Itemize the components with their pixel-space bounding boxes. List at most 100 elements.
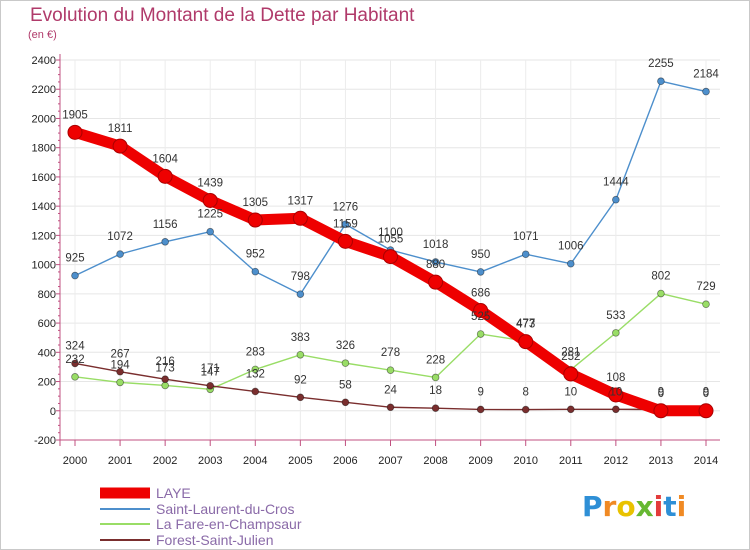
data-point xyxy=(702,87,710,96)
data-point xyxy=(386,366,395,374)
data-point xyxy=(161,375,169,384)
data-point xyxy=(521,250,530,259)
data-point xyxy=(341,220,350,229)
data-label: 1905 xyxy=(62,109,88,121)
data-point xyxy=(431,373,440,382)
data-label: 326 xyxy=(336,340,355,352)
x-tick-label: 2000 xyxy=(63,455,87,467)
data-point xyxy=(247,212,263,228)
data-label: 798 xyxy=(291,271,310,283)
data-label: 880 xyxy=(426,259,445,271)
proxiti-logo: Proxiti xyxy=(582,490,686,523)
data-point xyxy=(612,405,620,414)
data-point xyxy=(431,404,440,412)
y-tick-label: 1200 xyxy=(32,230,56,242)
data-point xyxy=(116,367,124,376)
data-point xyxy=(206,381,215,390)
data-label: 9 xyxy=(658,386,664,398)
data-point xyxy=(476,330,485,338)
data-label: 950 xyxy=(471,249,490,261)
x-tick-label: 2013 xyxy=(649,455,673,467)
y-tick-label: 200 xyxy=(38,377,56,389)
data-label: 216 xyxy=(156,356,175,368)
y-tick-label: -200 xyxy=(34,435,56,447)
data-label: 281 xyxy=(561,347,580,359)
x-tick-label: 2002 xyxy=(153,455,177,467)
data-label: 2184 xyxy=(693,69,719,81)
data-point xyxy=(341,398,350,407)
data-point xyxy=(476,405,485,414)
data-point xyxy=(296,290,305,298)
data-point xyxy=(563,366,579,382)
x-tick-label: 2003 xyxy=(198,455,222,467)
data-point xyxy=(657,77,665,85)
data-point xyxy=(71,373,79,381)
data-point xyxy=(566,259,575,268)
x-tick-label: 2009 xyxy=(468,455,492,467)
data-label: 533 xyxy=(606,310,625,322)
data-label: 173 xyxy=(156,362,175,374)
data-label: 1055 xyxy=(378,234,404,246)
data-point xyxy=(518,334,534,350)
data-label: 10 xyxy=(564,386,577,398)
x-tick-label: 2006 xyxy=(333,455,357,467)
data-label: 232 xyxy=(65,354,84,366)
x-tick-label: 2007 xyxy=(378,455,402,467)
data-point xyxy=(161,381,169,390)
data-label: 92 xyxy=(294,374,307,386)
x-tick-label: 2005 xyxy=(288,455,312,467)
data-label: 1276 xyxy=(333,201,359,213)
data-point xyxy=(202,192,218,208)
y-tick-label: 1600 xyxy=(32,172,56,184)
data-point xyxy=(386,403,395,412)
data-label: 147 xyxy=(201,366,220,378)
data-label: 267 xyxy=(110,349,129,361)
data-point xyxy=(476,268,485,276)
y-tick-label: 2400 xyxy=(32,55,56,67)
data-label: 252 xyxy=(561,351,580,363)
y-tick-label: 800 xyxy=(38,289,56,301)
data-label: 1604 xyxy=(152,153,178,165)
data-label: 24 xyxy=(384,384,397,396)
data-label: 473 xyxy=(516,319,535,331)
data-label: 2255 xyxy=(648,58,674,70)
data-point xyxy=(206,227,215,236)
data-label: 9 xyxy=(477,386,483,398)
data-point xyxy=(292,210,308,226)
data-point xyxy=(521,405,530,414)
data-point xyxy=(473,303,489,319)
data-label: 171 xyxy=(201,363,220,375)
data-label: 58 xyxy=(339,379,352,391)
legend-label: Forest-Saint-Julien xyxy=(156,532,274,548)
data-labels: 9251072115612259527981276110010189501071… xyxy=(62,58,719,400)
data-label: 729 xyxy=(696,281,715,293)
data-point xyxy=(612,329,620,337)
data-point xyxy=(337,233,353,249)
legend-label: LAYE xyxy=(156,485,191,501)
data-label: 1225 xyxy=(197,209,223,221)
logo-letter: P xyxy=(582,490,603,523)
axes: -200020040060080010001200140016001800200… xyxy=(32,54,720,467)
data-label: 283 xyxy=(246,346,265,358)
data-label: 1071 xyxy=(513,231,539,243)
y-tick-label: 1400 xyxy=(32,201,56,213)
data-point xyxy=(296,393,305,402)
data-label: 8 xyxy=(523,387,529,399)
data-label: 1100 xyxy=(378,227,403,239)
y-tick-label: 1800 xyxy=(32,143,56,155)
logo-letter: t xyxy=(663,490,677,523)
legend-label: Saint-Laurent-du-Cros xyxy=(156,501,295,517)
y-tick-label: 400 xyxy=(38,347,56,359)
x-tick-label: 2011 xyxy=(559,455,583,467)
x-tick-label: 2010 xyxy=(513,455,537,467)
data-label: 0 xyxy=(658,388,664,400)
logo-letter: i xyxy=(676,490,687,523)
data-label: 1018 xyxy=(423,239,449,251)
y-tick-label: 2200 xyxy=(32,84,56,96)
data-point xyxy=(296,350,305,359)
data-label: 108 xyxy=(606,372,625,384)
y-tick-label: 1000 xyxy=(32,260,56,272)
data-label: 194 xyxy=(110,359,130,371)
